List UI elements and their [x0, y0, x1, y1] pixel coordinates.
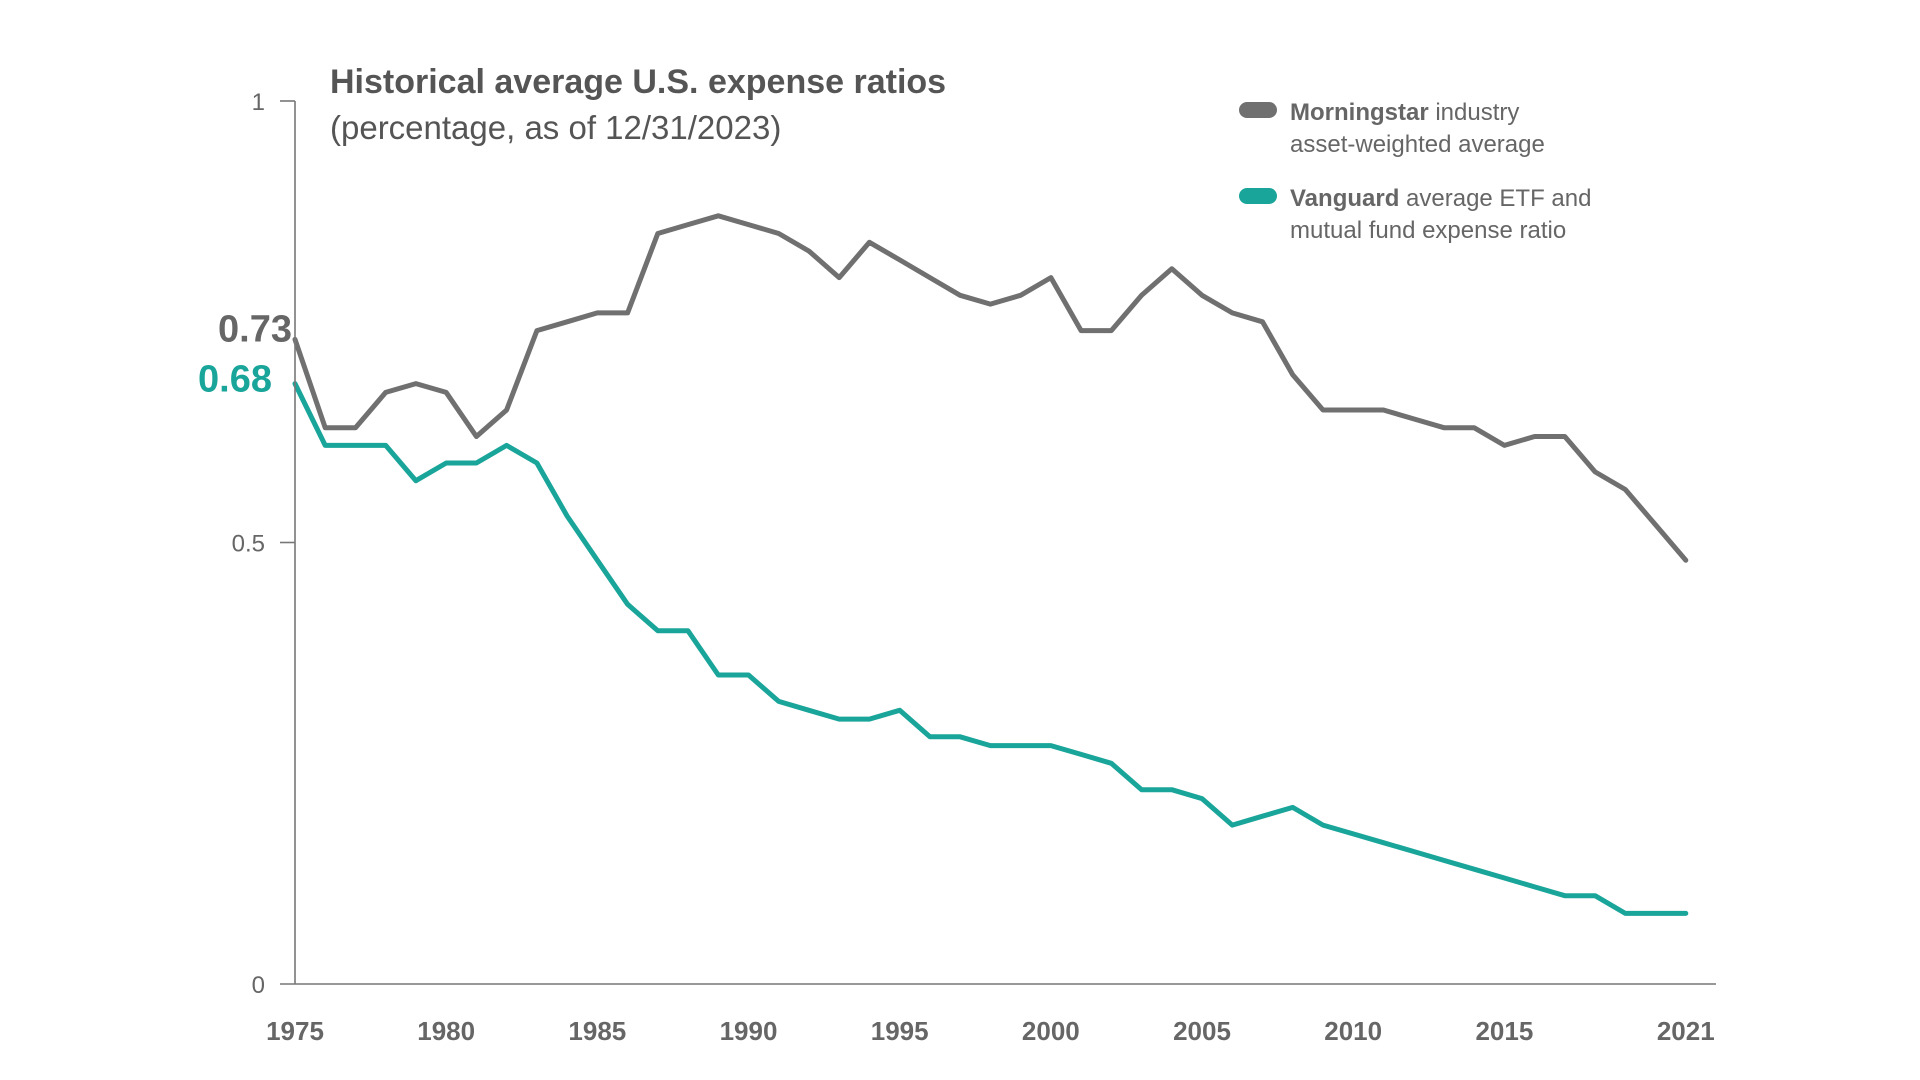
legend-swatch-vanguard [1239, 188, 1277, 204]
x-tick-label: 2010 [1324, 1016, 1382, 1046]
start-value-labels: 0.73 0.68 [198, 308, 292, 400]
x-tick-label: 1985 [568, 1016, 626, 1046]
vanguard-series-line [292, 381, 1689, 916]
x-tick-label: 2015 [1475, 1016, 1533, 1046]
legend-text-vanguard: average ETF and [1399, 185, 1591, 212]
legend: Morningstar industry asset-weighted aver… [1239, 99, 1591, 244]
morningstar-series-line [292, 213, 1689, 563]
chart-title: Historical average U.S. expense ratios [330, 63, 946, 101]
legend-line2-morningstar: asset-weighted average [1290, 131, 1545, 158]
start-value-label: 0.73 [218, 308, 292, 350]
legend-swatch-morningstar [1239, 102, 1277, 118]
x-tick-label: 1995 [871, 1016, 929, 1046]
legend-bold-morningstar: Morningstar [1290, 99, 1429, 126]
y-tick-label: 0 [252, 972, 265, 999]
chart-subtitle: (percentage, as of 12/31/2023) [330, 109, 781, 146]
y-tick-label: 0.5 [232, 531, 265, 558]
legend-bold-vanguard: Vanguard [1290, 185, 1399, 212]
svg-text:Vanguard average ETF and: Vanguard average ETF and [1290, 185, 1591, 212]
x-tick-label: 1990 [720, 1016, 778, 1046]
legend-text-morningstar: industry [1429, 99, 1520, 126]
svg-text:Morningstar industry: Morningstar industry [1290, 99, 1519, 126]
legend-item-vanguard: Vanguard average ETF and mutual fund exp… [1239, 185, 1591, 244]
series-lines [292, 213, 1689, 916]
y-tick-label: 1 [252, 89, 265, 116]
legend-item-morningstar: Morningstar industry asset-weighted aver… [1239, 99, 1545, 158]
legend-line2-vanguard: mutual fund expense ratio [1290, 217, 1566, 244]
x-tick-label: 2021 [1657, 1016, 1715, 1046]
x-tick-label: 2005 [1173, 1016, 1231, 1046]
x-ticks: 1975 1980 1985 1990 1995 2000 2005 2010 2015 2021 [266, 1016, 1715, 1046]
x-tick-label: 1980 [417, 1016, 475, 1046]
x-tick-label: 2000 [1022, 1016, 1080, 1046]
y-ticks: 00.51 [232, 89, 295, 999]
start-value-label: 0.68 [198, 359, 272, 401]
x-tick-label: 1975 [266, 1016, 324, 1046]
